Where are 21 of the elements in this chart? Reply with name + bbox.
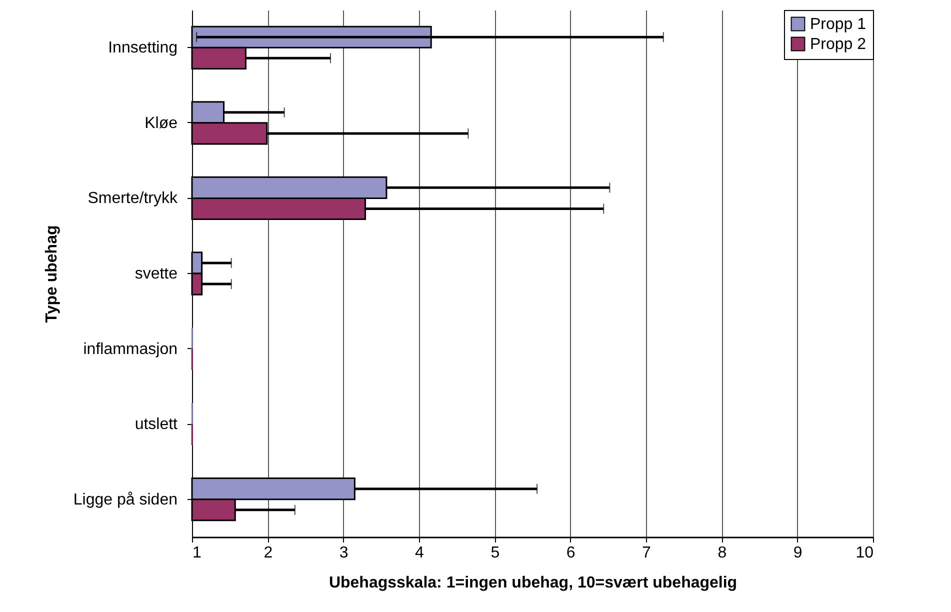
y-axis-title: Type ubehag bbox=[43, 225, 60, 323]
legend-label: Propp 2 bbox=[810, 36, 866, 53]
y-tick-label: Ligge på siden bbox=[73, 491, 178, 508]
x-tick-label: 2 bbox=[264, 544, 273, 562]
legend-label: Propp 1 bbox=[810, 16, 866, 33]
y-tick-label: inflammasjon bbox=[83, 340, 178, 358]
x-tick-label: 1 bbox=[192, 544, 202, 562]
y-tick-label: svette bbox=[134, 266, 178, 282]
y-tick-label: Smerte/trykk bbox=[88, 190, 178, 208]
x-tick-label: 6 bbox=[566, 544, 576, 562]
y-tick-label: Kløe bbox=[144, 114, 178, 132]
x-tick-label: 10 bbox=[856, 544, 874, 562]
x-tick-label: 8 bbox=[718, 544, 727, 562]
x-axis-title: Ubehagsskala: 1=ingen ubehag, 10=svært ubehagelig bbox=[328, 574, 738, 592]
y-tick-label: Innsetting bbox=[108, 40, 178, 57]
x-tick-label: 3 bbox=[339, 544, 348, 562]
x-tick-label: 7 bbox=[642, 544, 652, 562]
y-tick-label: utslett bbox=[134, 416, 178, 434]
x-tick-label: 4 bbox=[415, 544, 424, 562]
x-tick-label: 5 bbox=[490, 544, 500, 562]
x-tick-label: 9 bbox=[793, 544, 802, 562]
